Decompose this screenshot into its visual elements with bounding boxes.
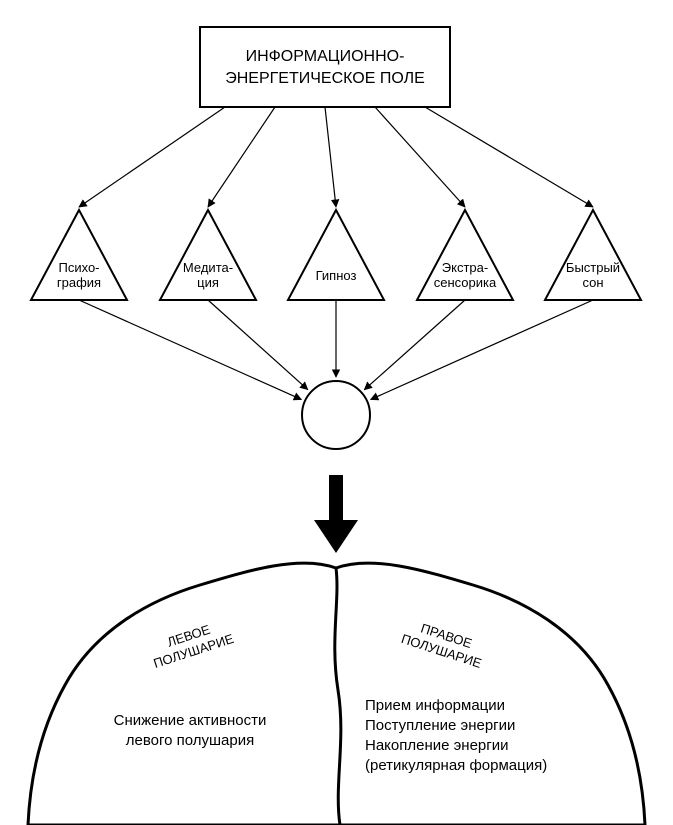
arrow-top-4 <box>425 107 593 207</box>
left-body-1: Снижение активности <box>114 712 267 729</box>
title-line2: ЭНЕРГЕТИЧЕСКОЕ ПОЛЕ <box>225 70 425 87</box>
right-body-2: Поступление энергии <box>365 717 515 734</box>
arrow-top-1 <box>208 107 275 207</box>
triangle-1-label1: Медита- <box>183 260 233 275</box>
arrow-mid-3 <box>364 300 465 390</box>
arrow-top-3 <box>375 107 465 207</box>
title-line1: ИНФОРМАЦИОННО- <box>246 48 405 65</box>
triangle-2-label1: Гипноз <box>316 268 357 283</box>
arrow-mid-1 <box>208 300 308 390</box>
triangle-0-label2: графия <box>57 275 101 290</box>
triangle-3-label1: Экстра- <box>442 260 488 275</box>
big-down-arrow <box>314 475 358 553</box>
diagram-canvas: ИНФОРМАЦИОННО- ЭНЕРГЕТИЧЕСКОЕ ПОЛЕ Психо-г… <box>0 0 673 825</box>
arrow-mid-0 <box>79 300 301 399</box>
arrow-top-2 <box>325 107 336 207</box>
right-hemisphere-label: ПРАВОЕПОЛУШАРИЕ <box>399 616 488 671</box>
arrow-mid-4 <box>371 300 593 399</box>
center-circle <box>302 381 370 449</box>
right-body-3: Накопление энергии <box>365 737 509 754</box>
title-box <box>200 27 450 107</box>
triangle-2 <box>288 210 384 300</box>
triangle-1-label2: ция <box>197 275 219 290</box>
brain-midline <box>335 568 341 825</box>
triangle-3-label2: сенсорика <box>434 275 497 290</box>
right-body-1: Прием информации <box>365 697 505 714</box>
triangle-0-label1: Психо- <box>58 260 99 275</box>
right-body-4: (ретикулярная формация) <box>365 757 547 774</box>
triangle-4-label1: Быстрый <box>566 260 620 275</box>
left-hemisphere-label: ЛЕВОЕПОЛУШАРИЕ <box>147 616 236 671</box>
arrow-top-0 <box>79 107 225 207</box>
triangle-4-label2: сон <box>582 275 603 290</box>
left-body-2: левого полушария <box>126 732 255 749</box>
